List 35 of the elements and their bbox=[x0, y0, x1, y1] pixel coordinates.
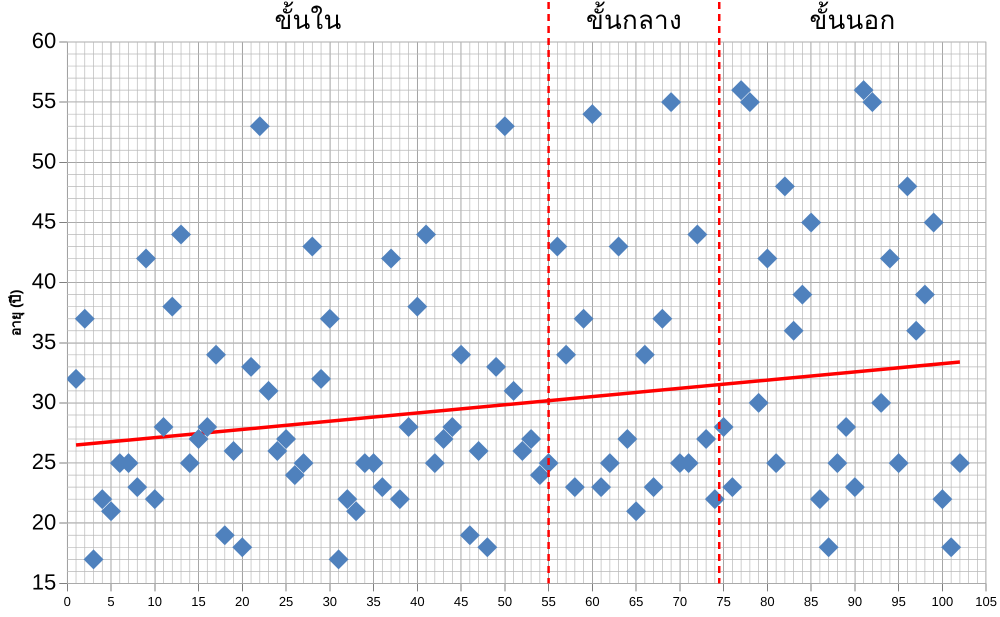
text: ขั้นใน bbox=[274, 1, 342, 36]
x-tick-label: 65 bbox=[628, 594, 644, 609]
y-tick-label: 45 bbox=[32, 208, 56, 234]
x-tick-label: 55 bbox=[541, 594, 556, 609]
x-tick-label: 25 bbox=[278, 594, 294, 609]
x-tick-label: 80 bbox=[760, 594, 775, 609]
text: ขั้นกลาง bbox=[586, 1, 682, 36]
y-tick-label: 50 bbox=[32, 148, 56, 174]
y-tick-label: 25 bbox=[32, 449, 56, 474]
y-tick-label: 20 bbox=[32, 509, 56, 534]
y-tick-label: 40 bbox=[32, 268, 56, 294]
x-tick-label: 105 bbox=[975, 594, 998, 609]
x-tick-label: 45 bbox=[454, 594, 468, 609]
y-tick-label: 60 bbox=[32, 28, 56, 54]
x-tick-label: 60 bbox=[585, 594, 600, 609]
x-tick-label: 30 bbox=[322, 594, 338, 609]
x-tick-label: 0 bbox=[64, 594, 71, 609]
text: ขั้นนอก bbox=[810, 1, 896, 36]
x-tick-label: 100 bbox=[932, 594, 954, 609]
y-axis-title: อายุ (ปี) bbox=[7, 290, 24, 336]
y-tick-label: 55 bbox=[32, 88, 56, 114]
x-tick-label: 95 bbox=[891, 594, 906, 609]
x-tick-label: 40 bbox=[410, 594, 425, 609]
x-tick-label: 5 bbox=[107, 594, 115, 609]
x-tick-label: 50 bbox=[498, 594, 512, 609]
x-tick-label: 85 bbox=[804, 594, 818, 609]
x-tick-label: 70 bbox=[672, 594, 688, 609]
x-tick-label: 35 bbox=[366, 594, 381, 609]
y-tick-label: 30 bbox=[32, 388, 56, 414]
x-tick-label: 10 bbox=[148, 594, 162, 609]
x-tick-label: 75 bbox=[716, 594, 731, 609]
y-tick-label: 35 bbox=[32, 328, 56, 354]
x-tick-label: 90 bbox=[848, 594, 862, 609]
x-tick-label: 15 bbox=[191, 594, 206, 609]
x-tick-label: 20 bbox=[235, 594, 250, 609]
